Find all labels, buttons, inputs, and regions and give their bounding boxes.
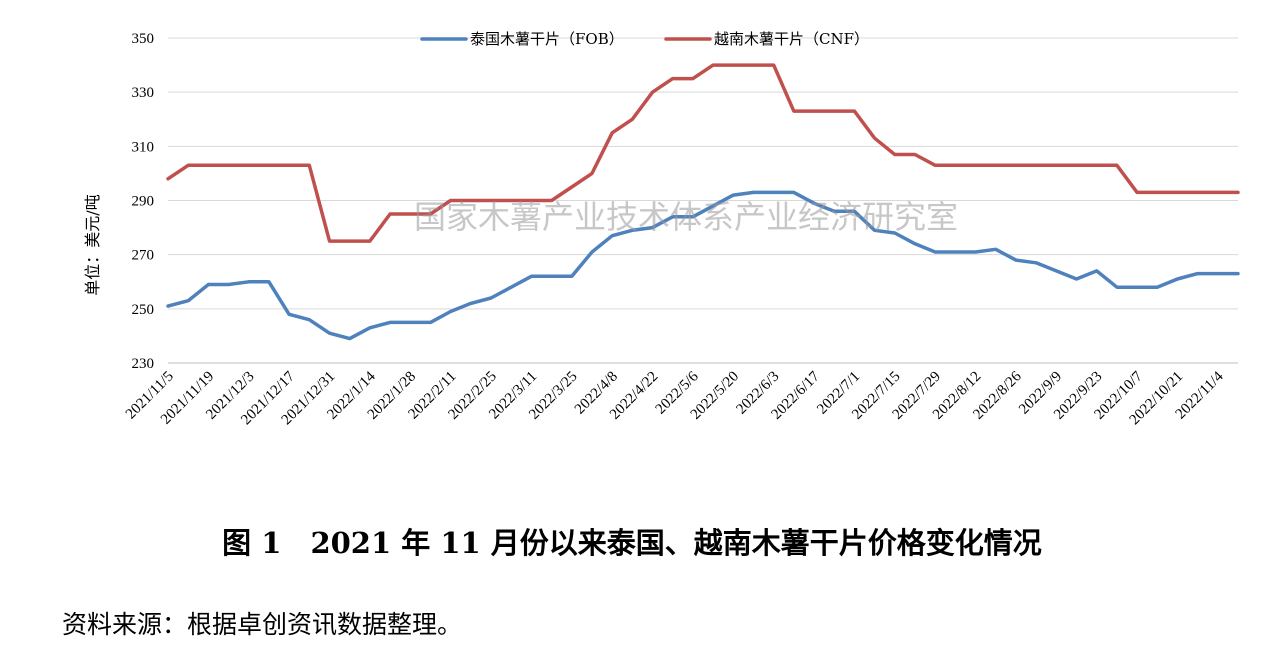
- y-axis-tick-labels: 230 250 270 290 310 330 350: [132, 31, 155, 372]
- source-note: 资料来源：根据卓创资讯数据整理。: [62, 610, 463, 639]
- figure-caption: 图 1 2021 年 11 月份以来泰国、越南木薯干片价格变化情况: [222, 526, 1042, 560]
- price-line-chart: 230 250 270 290 310 330 350 2021/11/52021/11/1…: [83, 30, 1240, 428]
- y-tick-label: 270: [132, 248, 155, 264]
- legend: 泰国木薯干片（FOB） 越南木薯干片（CNF）: [420, 30, 869, 48]
- y-tick-label: 230: [132, 356, 155, 372]
- legend-label-1: 越南木薯干片（CNF）: [714, 30, 869, 48]
- y-axis-title: 单位：美元/吨: [83, 194, 102, 295]
- y-tick-label: 290: [132, 194, 155, 210]
- series-lines: [166, 63, 1240, 341]
- y-tick-label: 350: [132, 31, 155, 47]
- watermark-text: 国家木薯产业技术体系产业经济研究室: [414, 198, 958, 236]
- legend-label-0: 泰国木薯干片（FOB）: [470, 30, 624, 48]
- y-tick-label: 330: [132, 85, 155, 101]
- series-line-1: [166, 63, 1240, 243]
- y-tick-label: 310: [132, 139, 155, 155]
- series-line-0: [166, 190, 1240, 341]
- gridlines: [168, 37, 1238, 364]
- y-tick-label: 250: [132, 302, 155, 318]
- x-axis-tick-labels: 2021/11/52021/11/192021/12/32021/12/1720…: [123, 368, 1227, 428]
